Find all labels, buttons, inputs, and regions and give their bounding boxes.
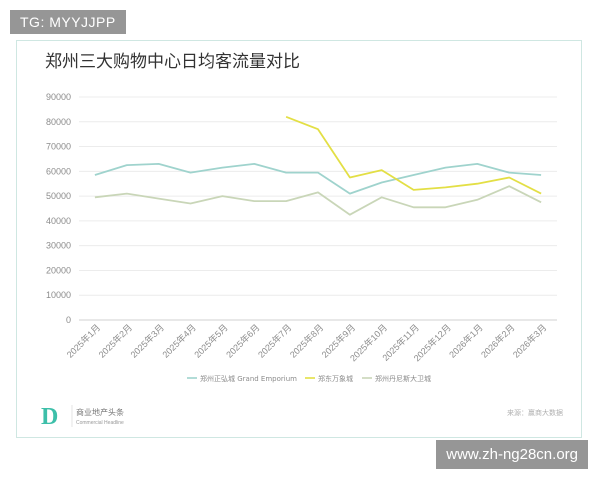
x-tick-label: 2025年3月: [128, 322, 166, 360]
series-line-3: [94, 185, 542, 216]
series-lines: [94, 115, 542, 216]
y-tick-label: 10000: [46, 290, 71, 300]
y-axis-ticks: 0 10000 20000 30000 40000 50000 60000 70000 8000…: [46, 92, 71, 325]
y-tick-label: 0: [66, 315, 71, 325]
x-tick-label: 2025年7月: [255, 322, 293, 360]
footer-brand: D 商业地产头条 Commercial Headline: [41, 404, 124, 430]
y-tick-label: 80000: [46, 117, 71, 127]
legend-label: 郑州丹尼斯大卫城: [375, 374, 431, 383]
y-tick-label: 70000: [46, 142, 71, 152]
y-tick-label: 20000: [46, 265, 71, 275]
legend-label: 郑东万象城: [318, 374, 353, 383]
x-tick-label: 2025年5月: [192, 322, 230, 360]
y-tick-label: 90000: [46, 92, 71, 102]
series-line-2: [285, 115, 542, 195]
y-tick-label: 50000: [46, 191, 71, 201]
x-axis-ticks: 2025年1月2025年2月2025年3月2025年4月2025年5月2025年…: [64, 322, 548, 364]
legend-label: 郑州正弘城 Grand Emporium: [200, 375, 297, 383]
series-line-1: [94, 163, 542, 195]
x-tick-label: 2025年4月: [160, 322, 198, 360]
x-tick-label: 2026年3月: [510, 322, 548, 360]
y-tick-label: 40000: [46, 216, 71, 226]
grid: [79, 96, 557, 321]
watermark-top: TG: MYYJJPP: [10, 10, 126, 34]
y-tick-label: 60000: [46, 166, 71, 176]
x-tick-label: 2026年1月: [447, 322, 485, 360]
source-label: 来源：赢商大数据: [507, 408, 563, 417]
legend: 郑州正弘城 Grand Emporium 郑东万象城 郑州丹尼斯大卫城: [187, 374, 431, 383]
chart-card: 郑州三大购物中心日均客流量对比 0 10000 20000 30000 40000 500…: [16, 40, 582, 438]
chart-title: 郑州三大购物中心日均客流量对比: [45, 52, 300, 72]
line-chart: 郑州三大购物中心日均客流量对比 0 10000 20000 30000 40000 500…: [41, 52, 563, 430]
x-tick-label: 2026年2月: [478, 322, 516, 360]
watermark-bottom: www.zh-ng28cn.org: [436, 440, 588, 469]
x-tick-label: 2025年2月: [96, 322, 134, 360]
x-tick-label: 2025年1月: [64, 322, 102, 360]
brand-name-en: Commercial Headline: [76, 420, 124, 426]
x-tick-label: 2025年6月: [223, 322, 261, 360]
brand-logo-icon: D: [41, 404, 58, 430]
brand-name-cn: 商业地产头条: [76, 407, 124, 417]
y-tick-label: 30000: [46, 241, 71, 251]
x-tick-label: 2025年8月: [287, 322, 325, 360]
